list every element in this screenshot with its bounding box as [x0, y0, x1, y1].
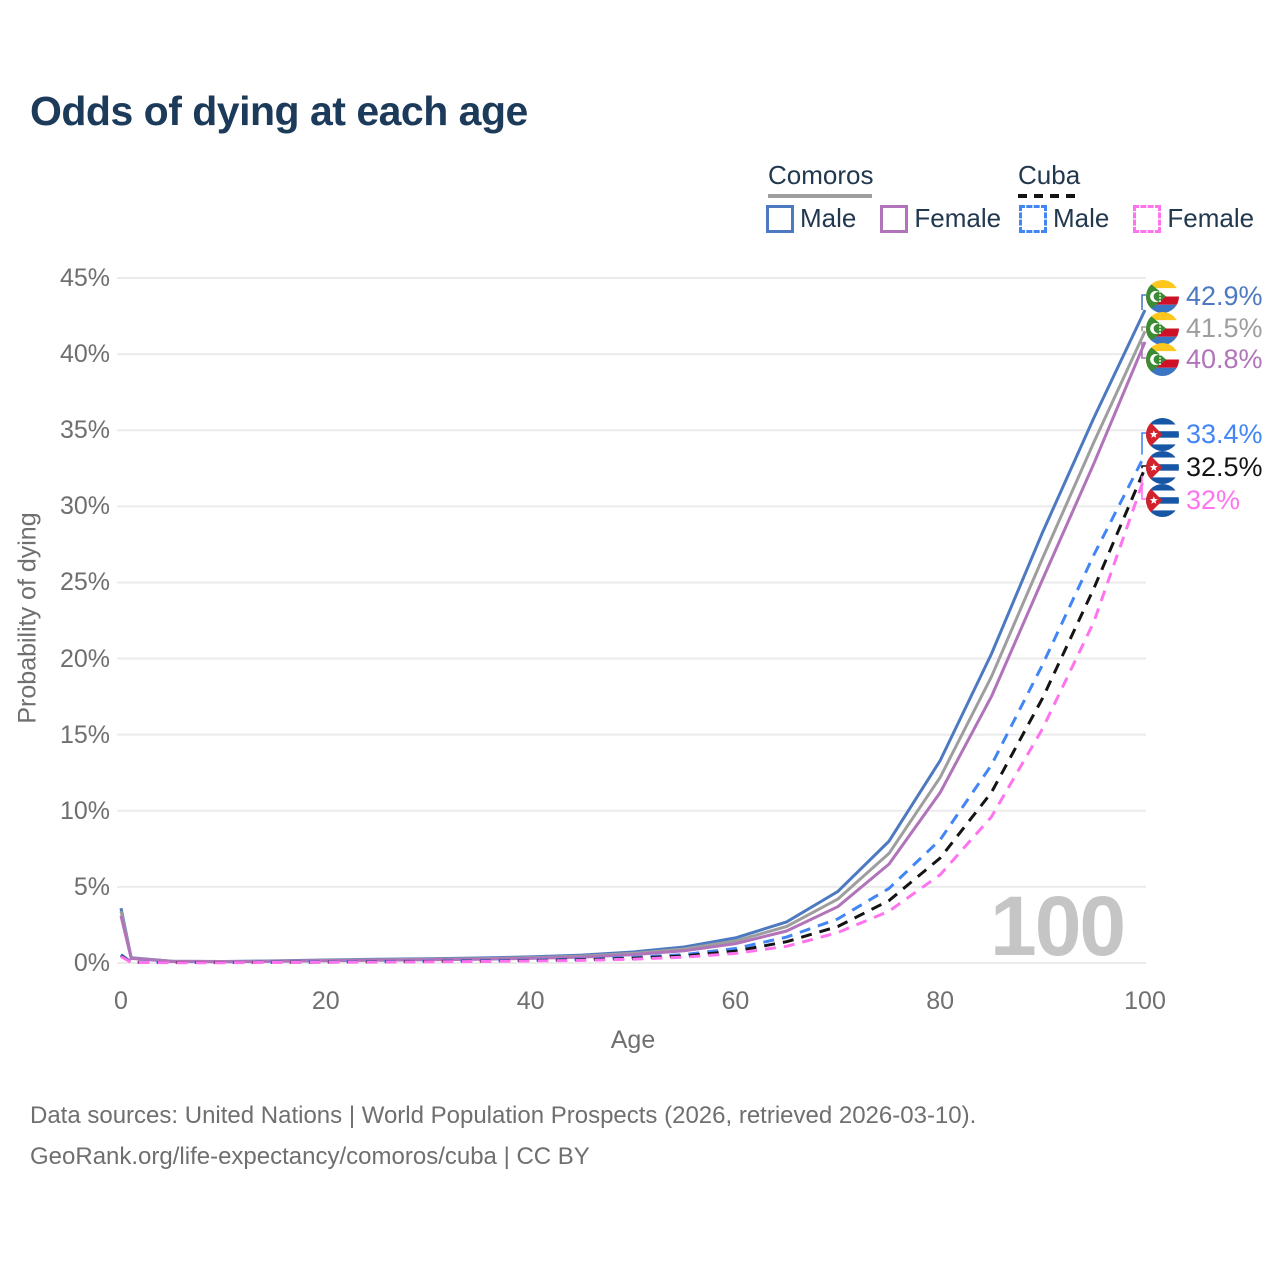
end-label-value: 40.8%	[1186, 343, 1263, 374]
checkbox-icon[interactable]	[1133, 204, 1162, 233]
legend-items-comoros: Male Female	[766, 203, 1001, 234]
cuba-flag-icon	[1146, 483, 1179, 517]
checkbox-icon[interactable]	[880, 204, 909, 233]
legend-group-comoros: Comoros	[768, 160, 873, 198]
series-line-cuba-female	[120, 475, 1147, 965]
y-tick-label: 10%	[59, 796, 110, 825]
series-line-comoros-both	[119, 330, 1147, 964]
x-tick-label: 60	[721, 987, 750, 1015]
x-tick-label: 40	[516, 987, 545, 1015]
cuba-flag-icon	[1146, 450, 1179, 484]
legend-item-label: Female	[1167, 203, 1255, 233]
y-axis-title: Probability of dying	[13, 512, 42, 724]
end-label-comoros-female: 40.8%	[1146, 342, 1263, 376]
end-label-comoros-both: 41.5%	[1146, 311, 1263, 345]
series-line-cuba-male	[120, 453, 1147, 964]
legend-item-comoros-female[interactable]: Female	[880, 203, 1001, 234]
legend-country-comoros[interactable]: Comoros	[768, 160, 874, 190]
end-label-comoros-male: 42.9%	[1146, 279, 1263, 313]
cuba-flag-icon	[1146, 417, 1179, 451]
y-tick-label: 45%	[59, 264, 110, 292]
legend-line-sample-solid	[768, 194, 872, 198]
series-line-comoros-female	[119, 341, 1147, 964]
end-label-cuba-female: 32%	[1146, 483, 1240, 517]
legend-item-label: Male	[1053, 203, 1110, 233]
legend-item-cuba-male[interactable]: Male	[1019, 203, 1109, 234]
comoros-flag-icon	[1146, 279, 1179, 313]
checkbox-icon[interactable]	[1019, 204, 1047, 233]
x-axis-title: Age	[610, 1026, 656, 1054]
end-label-value: 32.5%	[1186, 451, 1263, 482]
x-tick-label: 20	[311, 987, 340, 1015]
y-tick-label: 15%	[59, 720, 110, 749]
data-sources-text: Data sources: United Nations | World Pop…	[30, 1102, 977, 1129]
legend-item-label: Female	[914, 203, 1002, 233]
legend-item-label: Male	[800, 203, 857, 233]
x-tick-label: 80	[926, 987, 955, 1015]
y-tick-label: 0%	[73, 949, 110, 977]
y-tick-label: 35%	[59, 416, 110, 445]
end-label-value: 32%	[1186, 484, 1241, 515]
y-tick-label: 5%	[73, 872, 110, 901]
checkbox-icon[interactable]	[766, 204, 794, 233]
y-tick-label: 25%	[59, 568, 110, 597]
y-tick-label: 40%	[59, 340, 110, 369]
legend-items-cuba: Male Female	[1019, 203, 1254, 234]
legend-item-comoros-male[interactable]: Male	[766, 203, 856, 234]
x-tick-label: 0	[114, 987, 128, 1015]
end-label-value: 33.4%	[1186, 418, 1263, 449]
age-watermark: 100	[990, 879, 1126, 973]
end-label-cuba-male: 33.4%	[1146, 417, 1263, 451]
legend-line-sample-dashed	[1018, 194, 1080, 198]
page-title: Odds of dying at each age	[30, 88, 528, 134]
legend-item-cuba-female[interactable]: Female	[1133, 203, 1254, 234]
y-tick-label: 30%	[59, 492, 110, 521]
end-label-value: 41.5%	[1186, 312, 1263, 343]
end-label-value: 42.9%	[1186, 280, 1263, 311]
comoros-flag-icon	[1146, 311, 1179, 345]
x-tick-label: 100	[1124, 987, 1166, 1015]
attribution-link[interactable]: GeoRank.org/life-expectancy/comoros/cuba…	[30, 1143, 590, 1170]
y-tick-label: 20%	[59, 644, 110, 673]
comoros-flag-icon	[1146, 342, 1179, 376]
legend-country-cuba[interactable]: Cuba	[1018, 160, 1081, 190]
end-label-cuba-both: 32.5%	[1146, 450, 1263, 484]
series-line-comoros-male	[119, 309, 1147, 963]
legend-group-cuba: Cuba	[1018, 160, 1080, 198]
